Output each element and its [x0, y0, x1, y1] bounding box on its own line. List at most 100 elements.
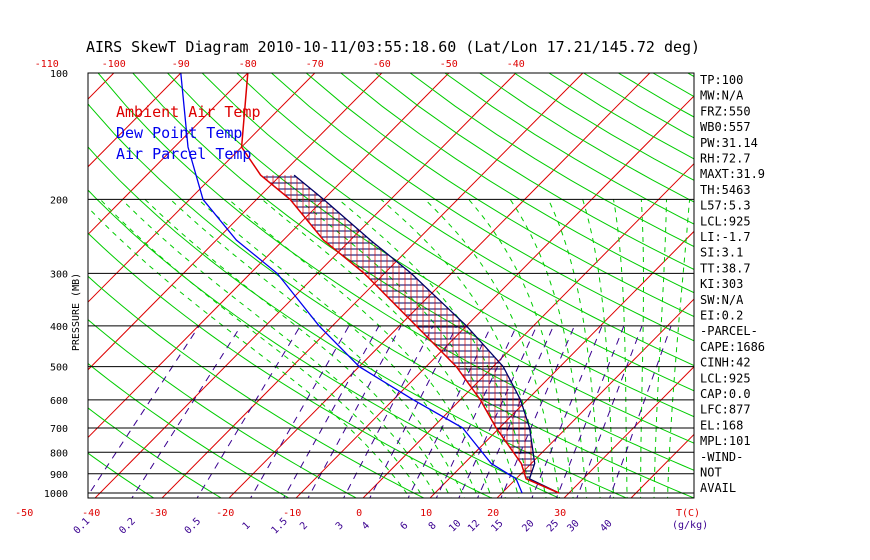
stat-entry: KI:303: [700, 277, 743, 291]
mixing-ratio-label: 0.5: [183, 516, 204, 537]
stat-entry: EL:168: [700, 418, 743, 432]
mixing-ratio-line: [283, 325, 380, 498]
mixing-ratio-line: [555, 325, 625, 498]
moist-adiabat-line: [468, 199, 574, 498]
top-temperature-tick-label: -80: [239, 59, 257, 70]
isotherm-line: [228, 73, 651, 498]
pressure-tick-label: 300: [50, 269, 68, 280]
pressure-tick-labels: 100 200 300 400 500 600 700 800 900 1000: [44, 69, 68, 500]
bottom-temperature-tick-label: 20: [487, 508, 499, 519]
stat-entry: -WIND-: [700, 450, 743, 464]
parcel-temperature-line: [293, 174, 560, 494]
ambient-temperature-line: [240, 73, 560, 494]
mixing-ratio-label: 0.2: [117, 516, 138, 537]
moist-adiabat-line: [261, 199, 506, 498]
mixing-ratio-label: 40: [598, 518, 614, 534]
bottom-temperature-tick-label: -50: [15, 508, 33, 519]
stat-entry: PW:31.14: [700, 136, 758, 150]
pressure-tick-label: 800: [50, 448, 68, 459]
isotherm-line: [88, 73, 383, 371]
isotherm-line: [563, 366, 694, 498]
moist-adiabat-line: [547, 199, 601, 498]
moist-adiabat-line: [170, 199, 466, 498]
dry-adiabat-line: [201, 73, 694, 392]
mixing-ratio-line: [131, 325, 242, 498]
stat-entry: TT:38.7: [700, 261, 751, 275]
isotherm-line: [429, 230, 694, 498]
isotherm-line: [295, 95, 694, 498]
pressure-tick-label: 900: [50, 470, 68, 481]
bottom-temperature-tick-label: 0: [356, 508, 362, 519]
bottom-temperature-tick-label: -40: [82, 508, 100, 519]
dry-adiabat-line: [340, 73, 694, 294]
dry-adiabat-line: [375, 73, 694, 270]
pressure-tick-label: 1000: [44, 489, 68, 500]
mixing-ratio-line: [531, 325, 603, 498]
pressure-tick-label: 100: [50, 69, 68, 80]
moist-adiabat-line: [144, 199, 452, 498]
pressure-tick-label: 500: [50, 363, 68, 374]
stat-entry: AVAIL: [700, 481, 736, 495]
mixing-ratio-label: 30: [565, 518, 581, 534]
plot-frame: [87, 72, 695, 499]
temperature-unit-label: T(C): [676, 508, 700, 519]
mixing-ratio-label: 1.5: [269, 516, 290, 537]
mixing-ratio-label: 6: [398, 520, 410, 532]
bottom-temperature-tick-label: -10: [283, 508, 301, 519]
mixing-ratio-labels: 0.1 0.2 0.5 1 1.5 2 3 4 6 8 10 12 15 20 25 30 40: [72, 516, 615, 537]
dewpoint-line: [180, 73, 523, 494]
moist-adiabat-line: [582, 199, 615, 498]
isotherm-line: [88, 73, 316, 303]
mixing-ratio-label: 2: [298, 520, 310, 532]
pressure-tick-label: 700: [50, 424, 68, 435]
isotherm-line: [88, 73, 182, 168]
chart-title: AIRS SkewT Diagram 2010-10-11/03:55:18.6…: [86, 38, 700, 56]
mixing-ratio-label: 10: [447, 518, 463, 534]
mixing-ratio-label: 1: [241, 520, 253, 532]
dry-adiabat-line: [409, 73, 694, 248]
bottom-temperature-ticks: -50 -40 -30 -20 -10 0 10 20 30: [15, 508, 566, 519]
stat-entry: EI:0.2: [700, 309, 743, 323]
dry-adiabat-line: [757, 73, 870, 504]
mixing-ratio-label: 25: [545, 518, 561, 534]
legend-entry: Air Parcel Temp: [116, 145, 251, 163]
dry-adiabat-line: [132, 73, 694, 444]
dry-adiabat-line: [826, 73, 870, 504]
top-temperature-tick-label: -100: [102, 59, 126, 70]
isotherm-line: [88, 73, 249, 236]
bottom-temperature-tick-label: 10: [420, 508, 432, 519]
legend-entry: Ambient Air Temp: [116, 103, 261, 121]
stat-entry: SW:N/A: [700, 293, 744, 307]
stat-entry: CINH:42: [700, 356, 751, 370]
isotherm-line: [88, 73, 115, 100]
y-axis-label: PRESSURE (MB): [71, 273, 82, 351]
mixing-ratio-label: 3: [334, 520, 346, 532]
legend: Ambient Air Temp Dew Point Temp Air Parcel…: [116, 103, 261, 163]
dry-adiabat-line: [514, 73, 694, 181]
grid-lines: [88, 73, 870, 504]
stat-entry: CAP:0.0: [700, 387, 751, 401]
mixing-ratio-unit-label: (g/kg): [672, 520, 708, 531]
moist-adiabat-line: [653, 199, 667, 498]
mixing-ratio-label: 8: [427, 520, 439, 532]
mixing-ratio-label: 4: [360, 520, 372, 532]
top-temperature-tick-label: -40: [507, 59, 525, 70]
moist-adiabat-line: [99, 199, 425, 498]
cape-area-group: [260, 175, 559, 493]
mixing-ratio-label: 15: [489, 518, 505, 534]
stat-entry: LCL:925: [700, 214, 751, 228]
stat-entry: LFC:877: [700, 403, 751, 417]
stat-entry: SI:3.1: [700, 246, 743, 260]
top-temperature-tick-label: -110: [35, 59, 59, 70]
top-temperature-tick-label: -60: [373, 59, 391, 70]
moist-adiabat-line: [613, 199, 628, 498]
dry-adiabat-line: [236, 73, 694, 367]
moist-adiabat-line: [424, 199, 561, 498]
stat-entry: CAPE:1686: [700, 340, 765, 354]
mixing-ratio-line: [609, 325, 672, 498]
moist-adiabat-line: [121, 199, 438, 498]
bottom-temperature-tick-label: -30: [149, 508, 167, 519]
mixing-ratio-label: 20: [520, 518, 536, 534]
